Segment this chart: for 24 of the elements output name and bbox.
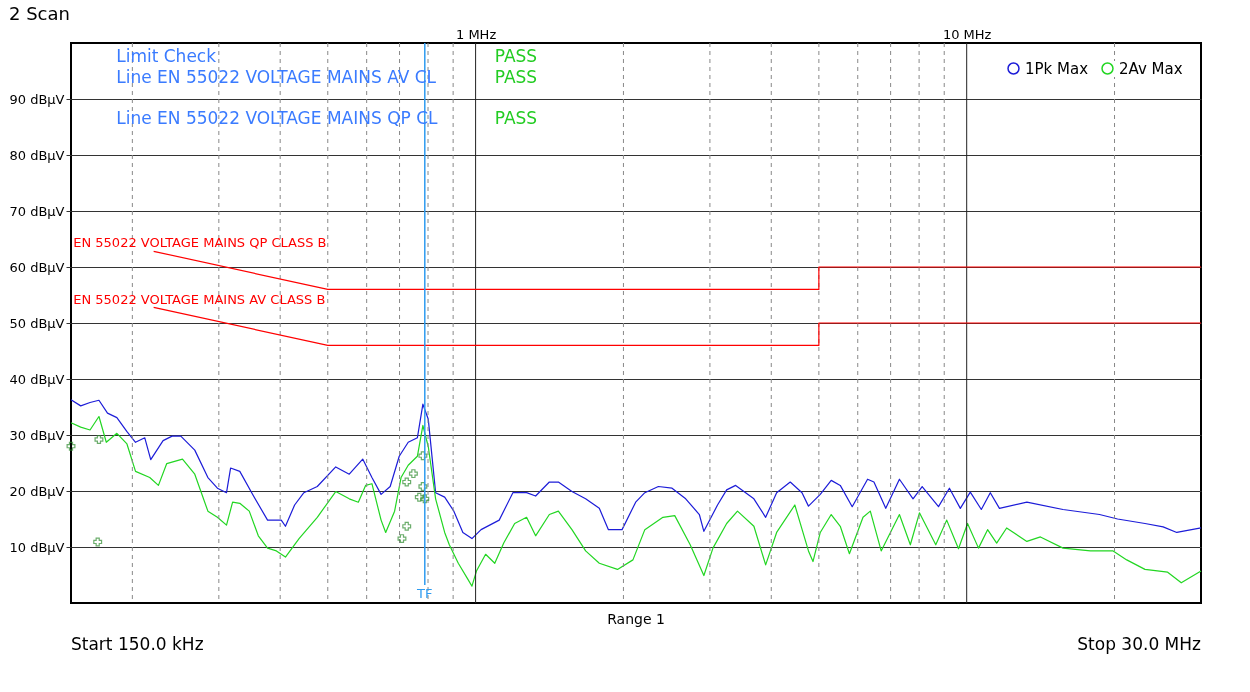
annotation: EN 55022 VOLTAGE MAINS AV CLASS B [73,292,326,308]
annotation: EN 55022 VOLTAGE MAINS QP CLASS B [73,235,327,251]
text: Range 1 [607,610,665,627]
y-tick-label: 80 dBµV [9,147,65,163]
y-tick-label: 90 dBµV [9,91,65,107]
annotation: PASS [494,66,538,87]
legend-label: 2Av Max [1119,59,1183,78]
y-tick-label: 50 dBµV [9,315,65,331]
y-tick-label: 30 dBµV [9,427,65,443]
text: Stop 30.0 MHz [1077,634,1202,654]
x-tick-label: 10 MHz [942,26,992,42]
y-tick-label: 20 dBµV [9,483,65,499]
y-tick-label: 70 dBµV [9,203,65,219]
legend-label: 1Pk Max [1025,59,1089,78]
chart-title: 2 Scan [8,3,70,24]
annotation: Limit Check [116,46,217,66]
y-tick-label: 60 dBµV [9,259,65,275]
annotation: PASS [494,46,538,66]
y-tick-label: 10 dBµV [9,539,65,555]
y-tick-label: 40 dBµV [9,371,65,387]
ref-line-label: TF [416,586,433,601]
x-tick-label: 1 MHz [456,26,497,42]
text: Start 150.0 kHz [71,634,204,654]
annotation: PASS [494,107,538,128]
